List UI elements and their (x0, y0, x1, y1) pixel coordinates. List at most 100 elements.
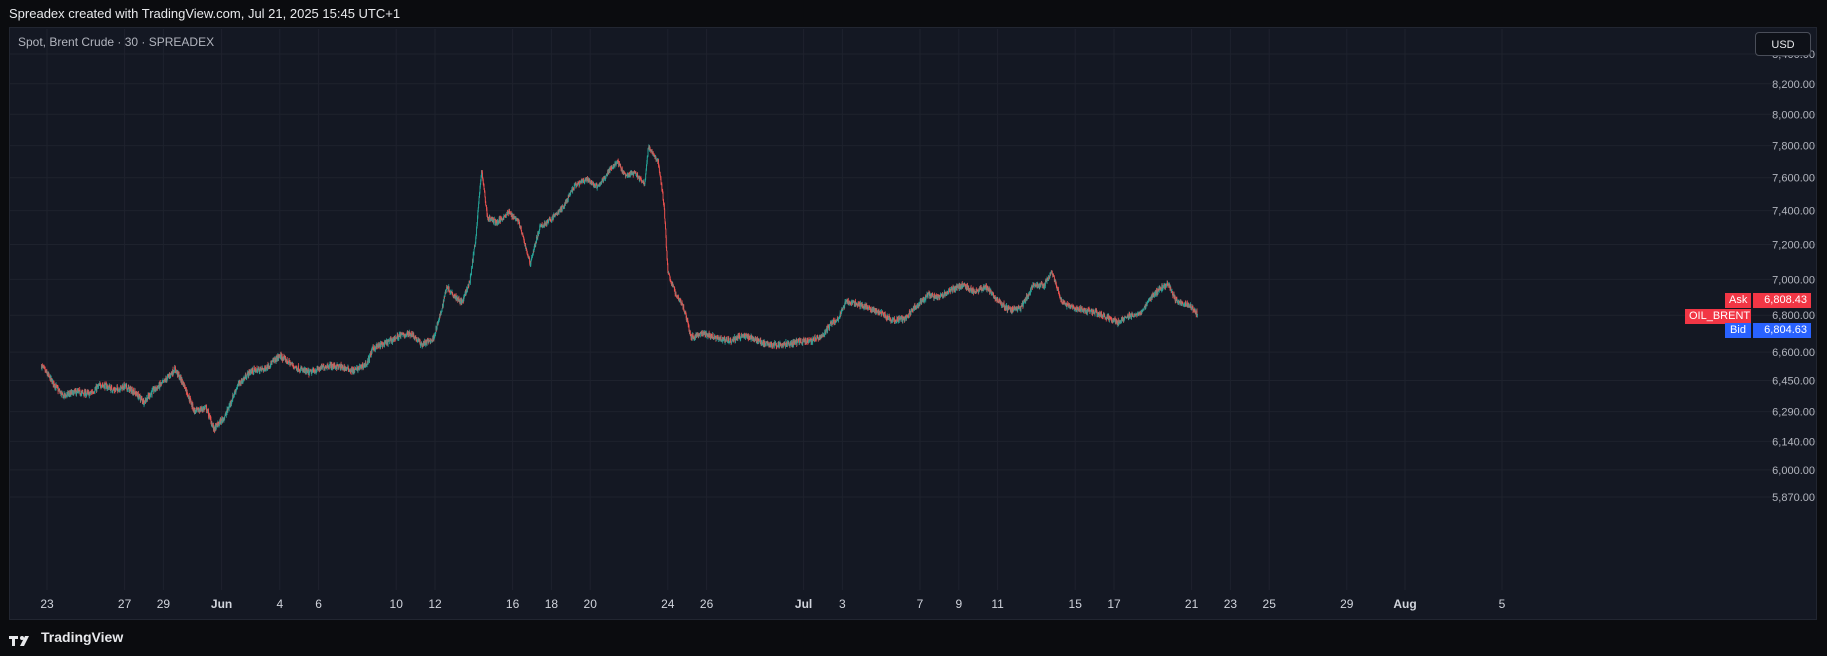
candle-body (949, 289, 950, 291)
candle-body (479, 198, 480, 203)
candle-body (252, 368, 253, 372)
candle-body (274, 359, 275, 360)
candle-body (648, 148, 649, 149)
candle-body (952, 288, 953, 291)
candle-body (765, 343, 766, 345)
candle-body (190, 399, 191, 403)
candle-body (967, 285, 968, 286)
candle-body (606, 176, 607, 178)
candle-body (111, 386, 112, 390)
candle-body (601, 183, 602, 184)
candle-body (477, 212, 478, 218)
candle-body (494, 219, 495, 223)
candle-body (261, 367, 262, 369)
candle-body (848, 300, 849, 304)
candle-body (648, 149, 649, 156)
candle-body (604, 177, 605, 178)
candle-body (667, 263, 668, 270)
candle-body (683, 304, 684, 309)
candle-body (83, 393, 84, 394)
candle-body (673, 285, 674, 286)
candle-body (645, 174, 646, 178)
candle-body (826, 330, 827, 333)
candles (41, 144, 1198, 433)
candle-body (478, 204, 479, 208)
candle-body (126, 384, 127, 388)
candle-body (473, 254, 474, 262)
candle-body (690, 331, 691, 335)
candle-body (175, 367, 176, 370)
candle-body (262, 368, 263, 369)
candle-body (174, 367, 175, 372)
candle-body (384, 341, 385, 345)
candle-body (641, 179, 642, 180)
candle-body (246, 378, 247, 379)
candle-body (482, 172, 483, 177)
candle-body (531, 260, 532, 261)
candle-body (663, 193, 664, 200)
candle-body (815, 337, 816, 338)
candle-body (869, 306, 870, 308)
candle-body (474, 249, 475, 254)
candle-body (650, 147, 651, 149)
candle-body (1033, 284, 1034, 287)
candle-body (663, 199, 664, 203)
candle-body (522, 234, 523, 235)
candle-body (347, 368, 348, 369)
candle-body (471, 268, 472, 274)
candle-body (659, 167, 660, 171)
candle-body (832, 321, 833, 324)
candle-body (661, 178, 662, 183)
candle-body (955, 290, 956, 291)
candle-body (664, 210, 665, 218)
candle-body (446, 290, 447, 292)
candle-body (600, 183, 601, 185)
candle-body (1011, 310, 1012, 311)
candle-body (485, 202, 486, 205)
candle-body (62, 392, 63, 394)
candle-body (574, 185, 575, 186)
candle-body (727, 337, 728, 341)
candle-body (458, 300, 459, 301)
candle-body (713, 335, 714, 338)
candle-body (54, 382, 55, 386)
candle-body (121, 386, 122, 387)
candle-body (237, 385, 238, 386)
candle-body (951, 290, 952, 291)
candle-body (465, 293, 466, 296)
candle-body (836, 322, 837, 323)
candle-body (182, 379, 183, 382)
candle-body (224, 417, 225, 418)
candle-body (666, 247, 667, 251)
candle-body (669, 275, 670, 276)
candle-body (132, 389, 133, 393)
candle-body (671, 282, 672, 285)
candle-body (797, 341, 798, 342)
candle-body (317, 368, 318, 371)
candle-body (667, 251, 668, 259)
candle-body (255, 369, 256, 372)
candle-body (484, 192, 485, 197)
candle-body (512, 215, 513, 217)
candle-body (272, 361, 273, 364)
candle-body (1029, 295, 1030, 296)
candle-body (661, 184, 662, 189)
candle-body (862, 304, 863, 306)
candle-body (970, 291, 971, 292)
candle-body (442, 309, 443, 311)
candle-body (315, 372, 316, 373)
candle-body (844, 305, 845, 308)
candle-body (666, 237, 667, 246)
candle-body (240, 382, 241, 384)
candle-body (562, 207, 563, 212)
candle-body (368, 358, 369, 363)
candle-body (131, 390, 132, 392)
candle-body (82, 391, 83, 392)
candle-body (485, 197, 486, 202)
candle-body (206, 406, 207, 411)
candle-body (894, 318, 895, 322)
candle-body (665, 223, 666, 229)
candle-body (1036, 286, 1037, 287)
candle-body (563, 206, 564, 207)
